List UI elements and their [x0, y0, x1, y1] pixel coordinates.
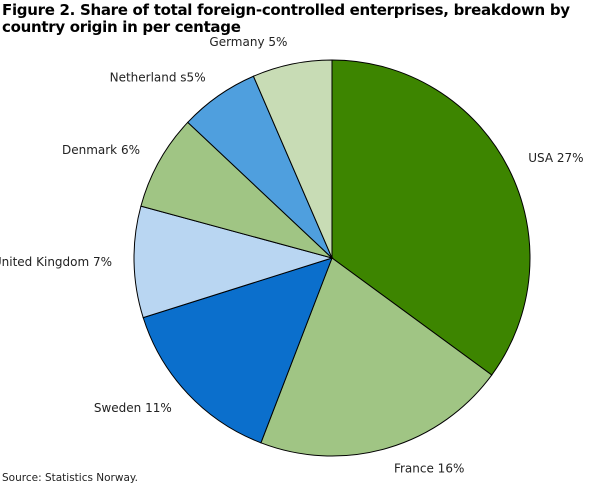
slice-label: United Kingdom 7%: [0, 255, 112, 269]
chart-title: Figure 2. Share of total foreign-control…: [2, 1, 570, 36]
pie-slice: [140, 121, 333, 259]
slice-label: Germany 5%: [209, 35, 287, 49]
slice-label: France 16%: [394, 462, 464, 476]
slice-label: Denmark 6%: [62, 143, 140, 157]
pie-slice: [142, 257, 333, 444]
slice-label: Sweden 11%: [94, 401, 172, 415]
source-note: Source: Statistics Norway.: [2, 472, 138, 484]
pie-slice: [252, 59, 333, 259]
pie-slice: [133, 205, 334, 319]
slice-label: USA 27%: [528, 151, 583, 165]
pie-slice: [260, 257, 493, 457]
slice-label: Netherland s5%: [110, 70, 206, 84]
pie-slice: [331, 59, 531, 376]
